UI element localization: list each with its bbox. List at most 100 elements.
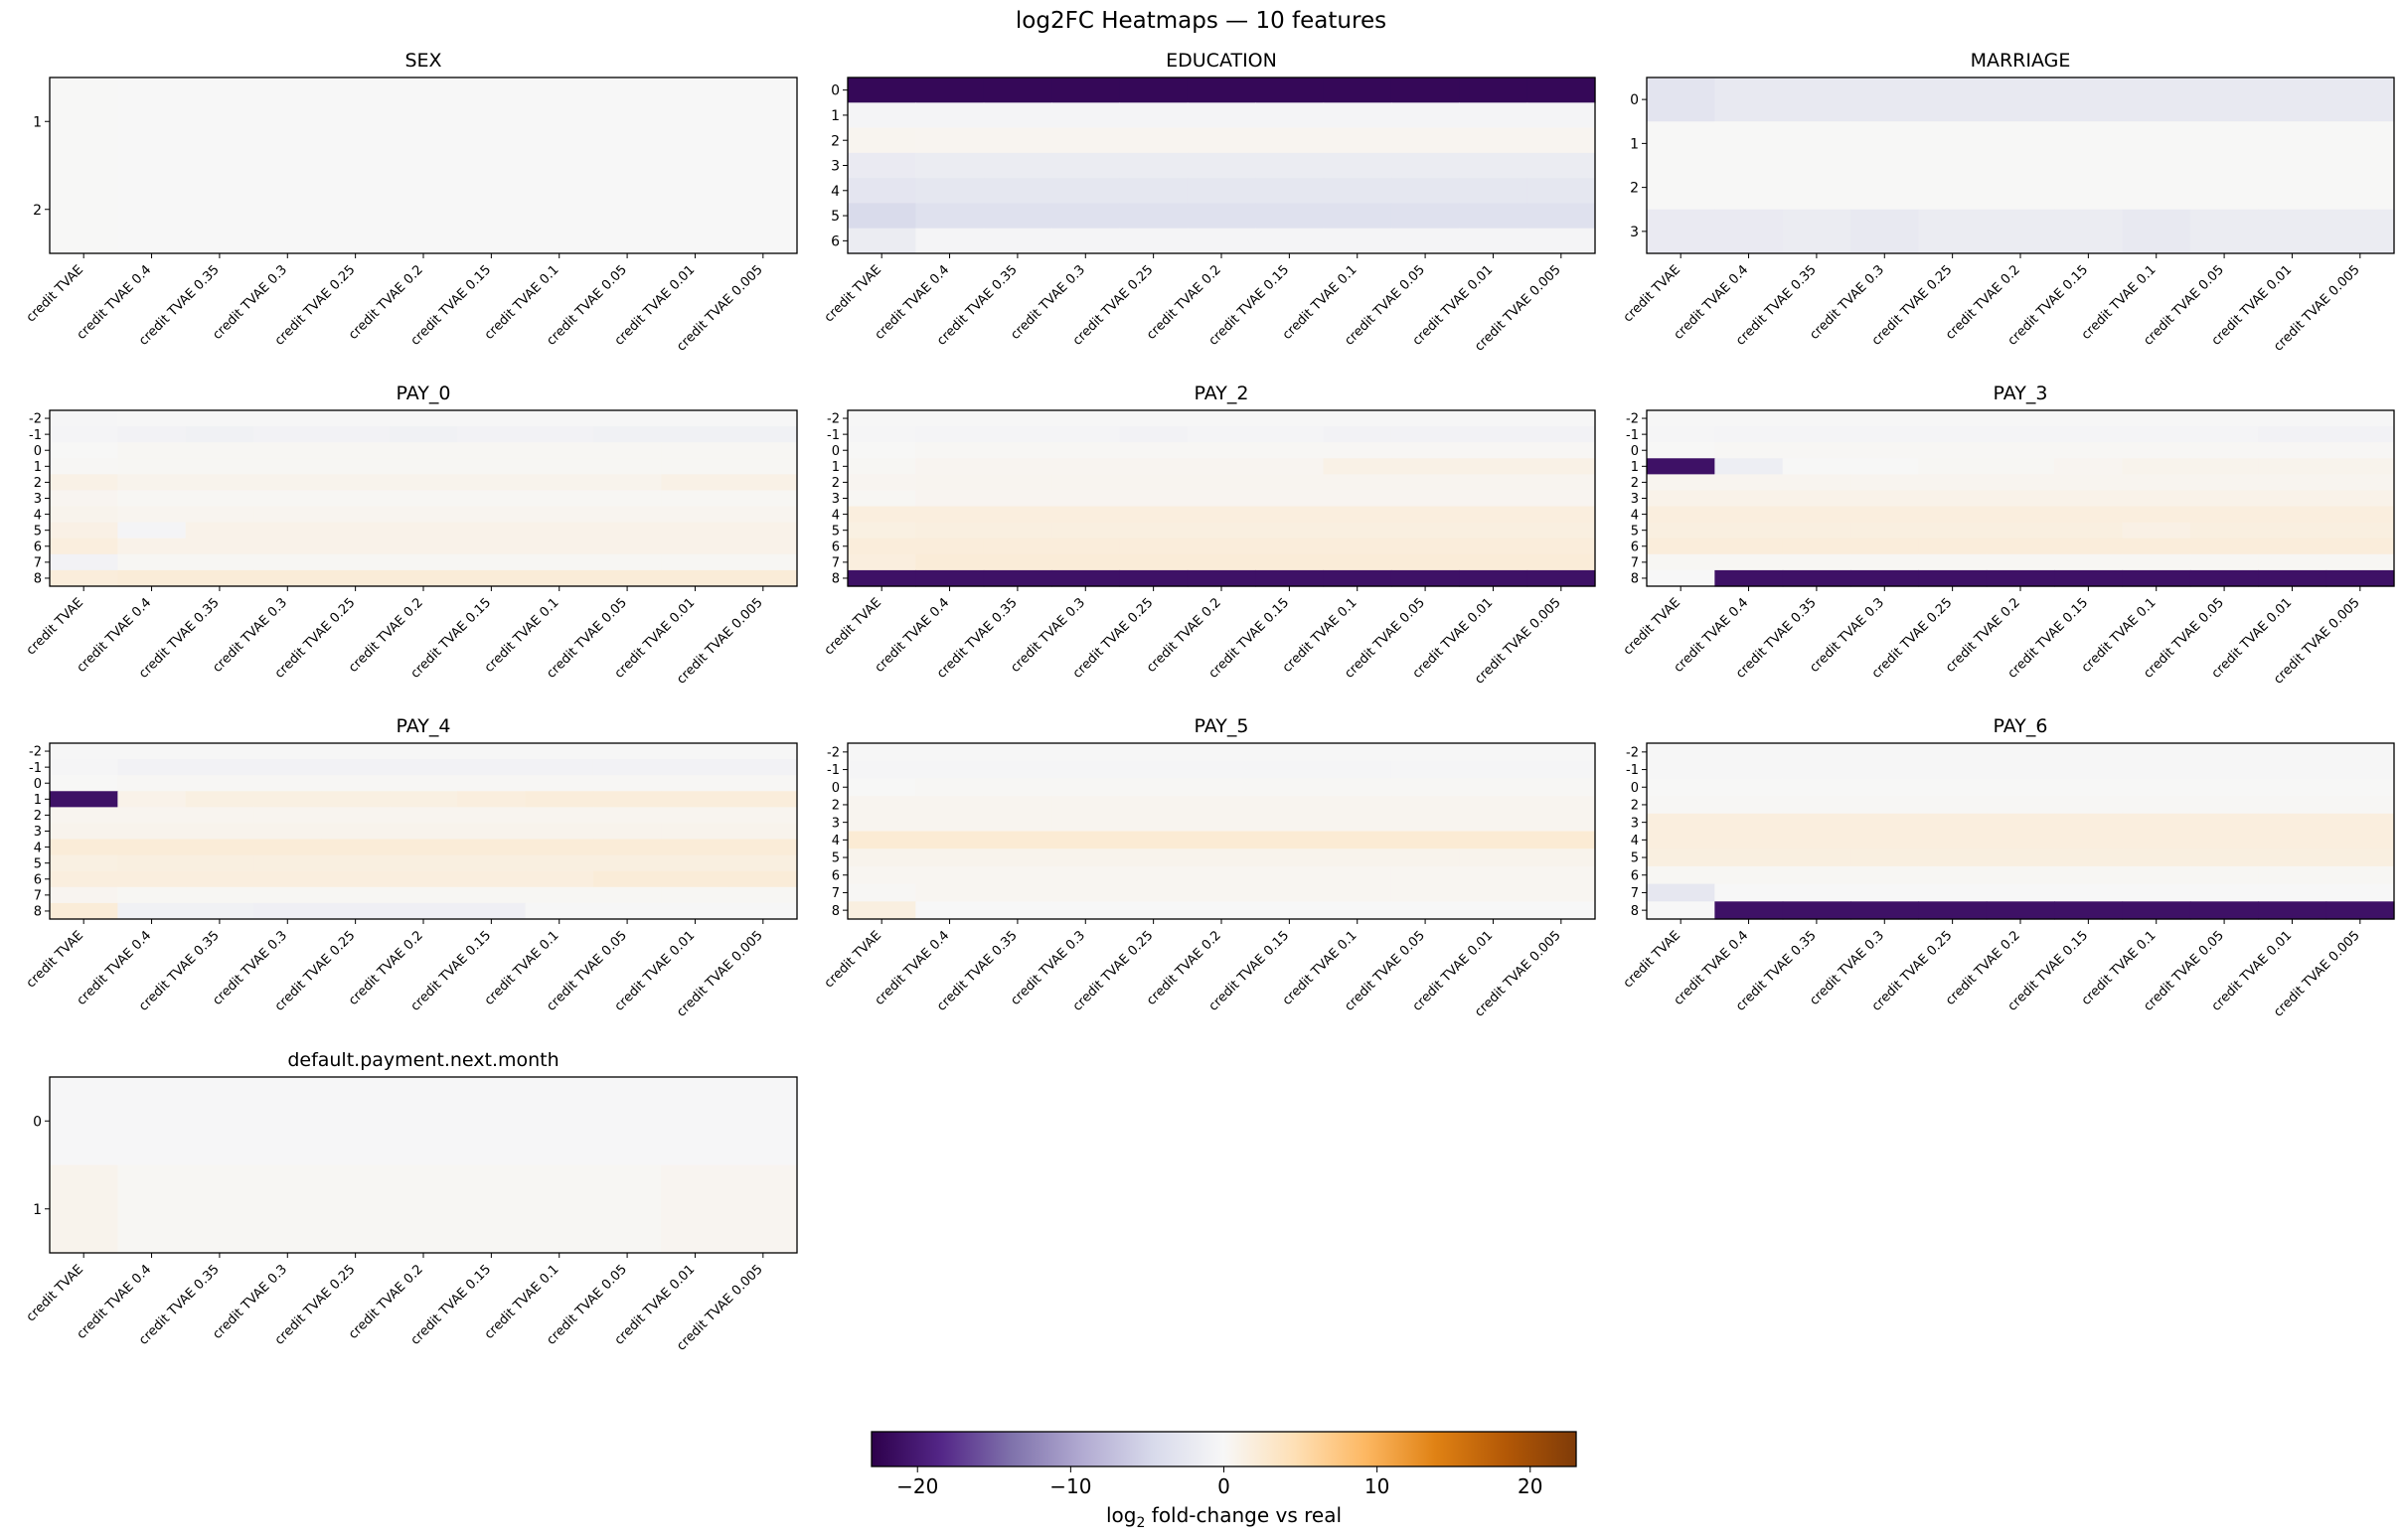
heatmap-cell [1986, 778, 2055, 797]
heatmap-cell [728, 854, 798, 872]
y-tick-label: 8 [832, 904, 840, 919]
heatmap-cell [2054, 848, 2124, 867]
heatmap-cell [321, 1164, 391, 1254]
heatmap-cell [1051, 127, 1121, 154]
panel-title: MARRIAGE [1971, 50, 2071, 72]
heatmap-cell [321, 553, 391, 571]
heatmap-cell [2122, 848, 2191, 867]
heatmap-cell [848, 813, 916, 833]
heatmap-cell [661, 506, 730, 524]
y-tick-label: 2 [1631, 799, 1639, 814]
heatmap-cell [389, 410, 458, 427]
heatmap-cell [728, 165, 798, 254]
heatmap-cell [389, 458, 458, 475]
heatmap-cell [848, 883, 916, 902]
heatmap-cell [1255, 883, 1325, 902]
heatmap-cell [1526, 813, 1596, 833]
heatmap-cell [389, 442, 458, 459]
heatmap-cell [661, 165, 730, 254]
heatmap-cell [1986, 865, 2055, 885]
heatmap-cell [525, 870, 594, 888]
heatmap-cell [253, 854, 323, 872]
heatmap-cell [50, 823, 118, 841]
heatmap-cell [592, 522, 662, 539]
heatmap-cell [1526, 569, 1596, 587]
heatmap-cell [1323, 778, 1392, 797]
heatmap-cell [1390, 760, 1460, 779]
heatmap-cell [2054, 426, 2124, 443]
heatmap-cell [1850, 760, 1920, 779]
heatmap-cell [728, 1077, 798, 1166]
heatmap-cell [2325, 848, 2395, 867]
heatmap-cell [915, 569, 985, 587]
heatmap-cell [1255, 796, 1325, 815]
heatmap-cell [2325, 743, 2395, 762]
heatmap-cell [185, 1164, 254, 1254]
x-tick-label: credit TVAE [24, 262, 86, 325]
heatmap-cell [1986, 796, 2055, 815]
heatmap-cell [1918, 901, 1988, 920]
heatmap-cell [1390, 474, 1460, 492]
heatmap-cell [2189, 901, 2259, 920]
heatmap-cell [1647, 442, 1715, 459]
heatmap-cell [1782, 760, 1851, 779]
heatmap-cell [1051, 743, 1121, 762]
y-tick-label: 1 [34, 460, 42, 475]
heatmap-cell [1986, 458, 2055, 475]
x-tick-label: credit TVAE [24, 928, 86, 991]
heatmap-cell [1647, 883, 1715, 902]
heatmap-cell [321, 165, 391, 254]
heatmap-cell [2189, 865, 2259, 885]
heatmap-cell [1526, 883, 1596, 902]
heatmap-cell [915, 796, 985, 815]
heatmap-cell [2189, 410, 2259, 427]
heatmap-cell [2258, 209, 2327, 254]
heatmap-cell [1051, 152, 1121, 179]
heatmap-cell [2258, 760, 2327, 779]
heatmap-cell [1390, 426, 1460, 443]
heatmap-cell [525, 458, 594, 475]
heatmap-cell [1119, 228, 1189, 254]
heatmap-cell [1459, 490, 1528, 508]
heatmap-cell [2122, 474, 2191, 492]
heatmap-cell [1526, 152, 1596, 179]
heatmap-cell [1187, 760, 1256, 779]
heatmap-cell [1119, 178, 1189, 205]
heatmap-cell [1459, 102, 1528, 129]
heatmap-cell [915, 538, 985, 555]
heatmap-cell [1850, 474, 1920, 492]
panel-title: PAY_3 [1994, 383, 2048, 404]
heatmap-cell [1714, 743, 1784, 762]
heatmap-cell [1255, 506, 1325, 524]
heatmap-cell [525, 1164, 594, 1254]
y-tick-label: 8 [832, 572, 840, 587]
heatmap-cell [983, 883, 1052, 902]
heatmap-cell [1119, 743, 1189, 762]
heatmap-cell [1459, 228, 1528, 254]
heatmap-cell [1714, 165, 1784, 211]
heatmap-cell [321, 522, 391, 539]
heatmap-cell [2122, 426, 2191, 443]
heatmap-cell [185, 1077, 254, 1166]
heatmap-cell [1323, 569, 1392, 587]
heatmap-cell [728, 506, 798, 524]
heatmap-cell [661, 458, 730, 475]
heatmap-cell [253, 165, 323, 254]
heatmap-cell [1323, 760, 1392, 779]
heatmap-cell [185, 506, 254, 524]
heatmap-cell [321, 886, 391, 904]
heatmap-cell [1459, 778, 1528, 797]
heatmap-cell [1647, 165, 1715, 211]
heatmap-cell [1647, 522, 1715, 539]
heatmap-cell [1323, 813, 1392, 833]
heatmap-cell [1714, 901, 1784, 920]
y-tick-label: 1 [34, 793, 42, 808]
heatmap-cell [1187, 831, 1256, 849]
heatmap-cell [2054, 522, 2124, 539]
heatmap-cell [2122, 569, 2191, 587]
heatmap-cell [1918, 121, 1988, 167]
heatmap-cell [728, 553, 798, 571]
heatmap-cell [1187, 152, 1256, 179]
